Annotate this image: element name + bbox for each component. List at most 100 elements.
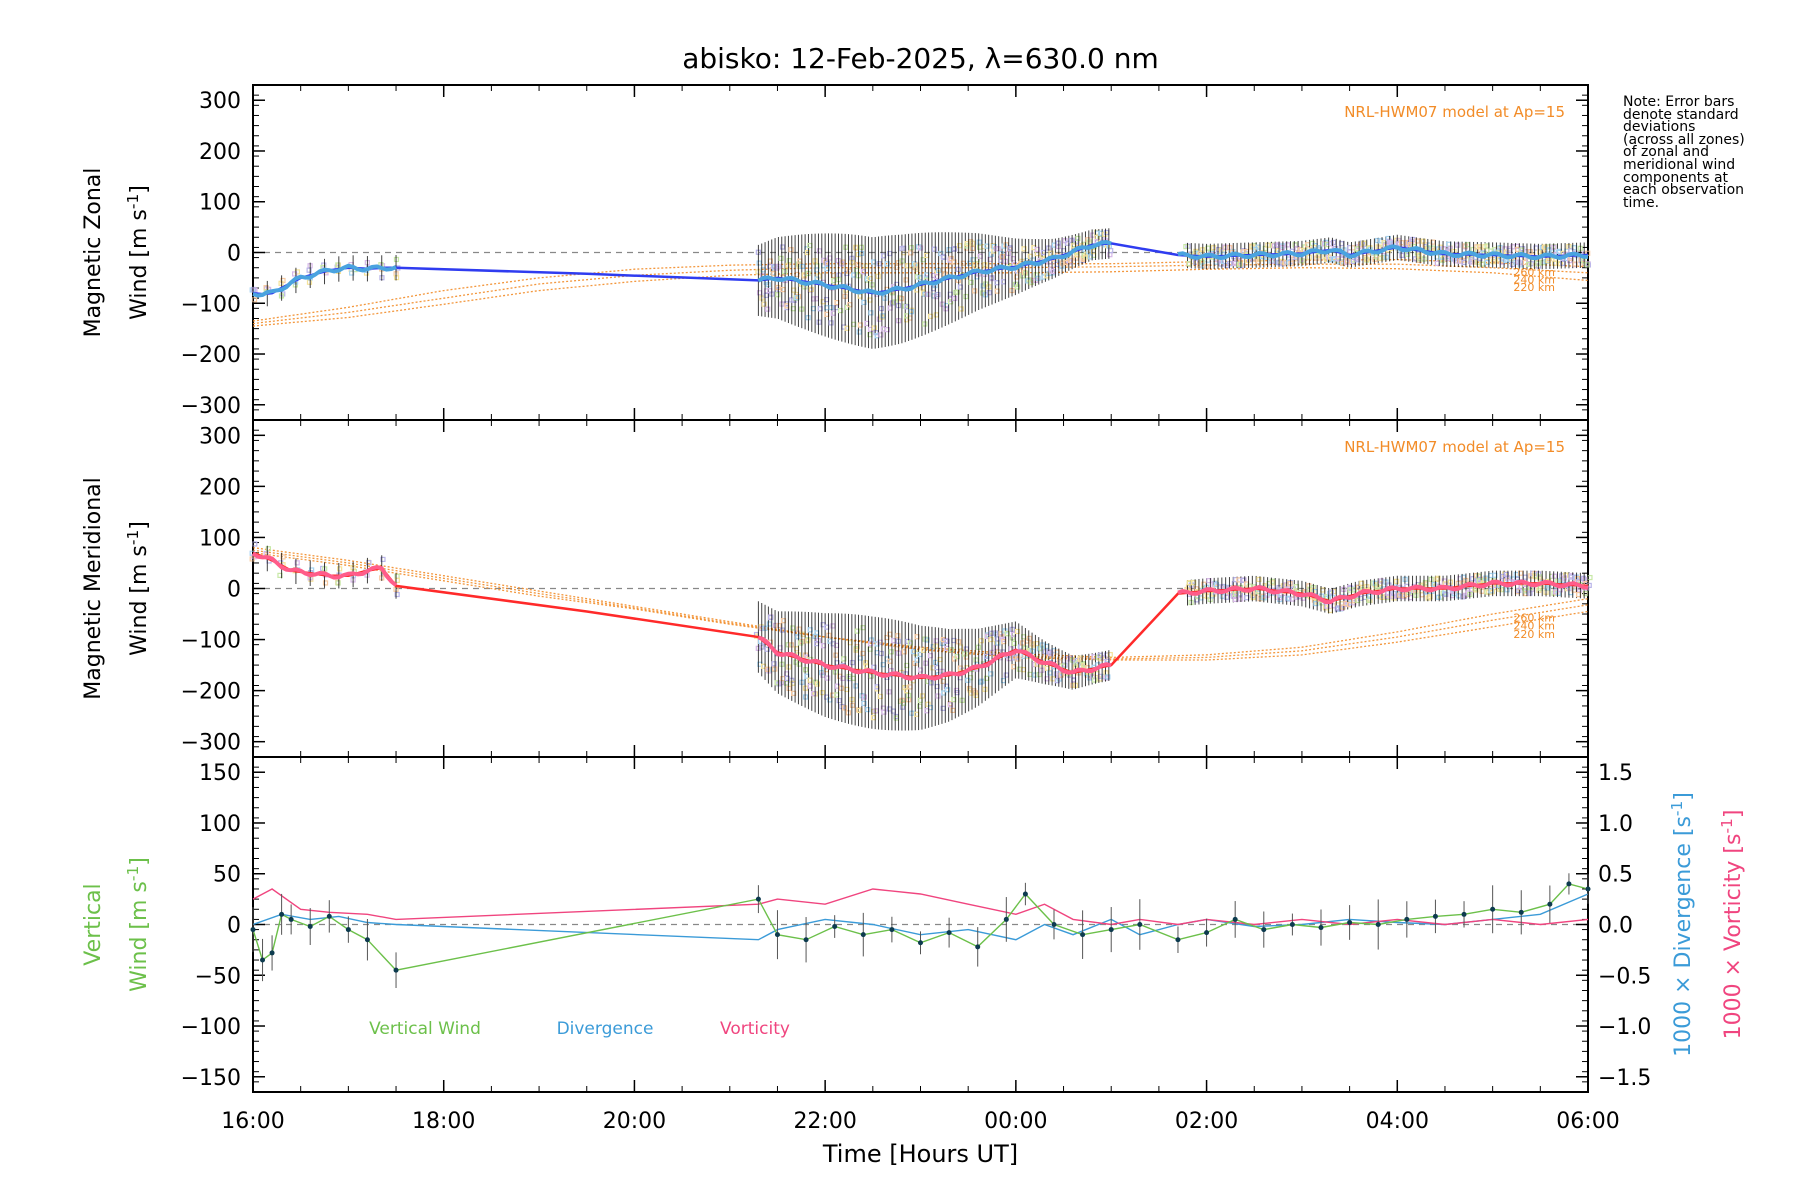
y-tick-label: −50: [195, 964, 241, 989]
zone-point: [884, 327, 891, 333]
zone-point: [393, 274, 400, 281]
zone-point: [1048, 651, 1054, 657]
zone-point: [814, 681, 821, 687]
zone-point: [765, 666, 771, 672]
model-height-label: 260 km: [1513, 266, 1555, 279]
zone-point: [851, 272, 857, 278]
zone-point: [1021, 269, 1028, 275]
zone-point: [965, 677, 971, 683]
zone-point: [1355, 257, 1361, 263]
model-height-label: 240 km: [1513, 620, 1555, 633]
note-line: components at: [1623, 169, 1729, 186]
vertical-wind-point: [755, 896, 761, 902]
y2-tick-label: 1.5: [1598, 761, 1633, 786]
zone-point: [984, 653, 990, 659]
zone-point: [947, 299, 954, 305]
zone-point: [878, 332, 884, 338]
x-axis-label: Time [Hours UT]: [822, 1140, 1018, 1168]
zone-point: [988, 630, 994, 636]
zone-point: [841, 656, 847, 662]
zone-point: [854, 628, 860, 634]
zone-point: [1517, 570, 1524, 576]
zone-point: [973, 657, 979, 663]
zone-point: [249, 556, 255, 562]
zone-point: [394, 591, 400, 598]
zone-point: [306, 267, 312, 273]
zone-point: [1443, 591, 1449, 598]
zone-point: [1527, 590, 1533, 596]
zone-point: [1206, 578, 1212, 584]
vertical-wind-point: [1432, 913, 1438, 919]
zone-point: [805, 638, 811, 644]
zone-point: [1011, 640, 1017, 647]
y2-tick-label: 0.0: [1598, 914, 1633, 939]
zone-point: [1580, 575, 1587, 581]
zone-point: [1034, 246, 1041, 252]
vertical-wind-point: [832, 924, 838, 930]
zone-point: [853, 683, 859, 689]
zone-point: [994, 288, 1000, 294]
y2-tick-label: −0.5: [1598, 964, 1651, 989]
zone-point: [1186, 261, 1192, 267]
model-curve-0: [252, 552, 1589, 659]
zone-point: [861, 700, 867, 706]
vertical-wind-point: [860, 932, 866, 938]
zone-point: [1374, 584, 1380, 590]
zone-point: [884, 261, 890, 267]
zone-point: [1484, 259, 1490, 266]
zone-point: [1054, 678, 1060, 684]
zone-point: [786, 685, 792, 692]
zone-point: [861, 694, 867, 700]
zone-point: [952, 295, 958, 302]
zone-point: [958, 306, 964, 312]
y-axis-label-line2: Wind [m s-1]: [124, 857, 152, 992]
zone-point: [1256, 576, 1262, 583]
y-tick-label: 100: [199, 812, 241, 837]
zone-point: [776, 623, 782, 629]
series-fit-meridional: [757, 635, 1112, 681]
y-tick-label: −200: [181, 680, 241, 705]
zone-point: [903, 277, 909, 283]
vertical-wind-point: [1204, 930, 1210, 936]
y-axis-label-line1: Vertical: [81, 883, 106, 965]
zone-point: [1479, 261, 1485, 267]
series-fit-zonal: [757, 239, 1112, 296]
y2-axis-label-vorticity-main: 1000 × Vorticity [s: [1721, 834, 1746, 1040]
zone-point: [795, 634, 801, 640]
zone-point: [873, 708, 879, 714]
zone-point: [798, 640, 804, 646]
zone-point: [1074, 252, 1081, 258]
zone-point: [1236, 261, 1243, 267]
zone-point: [1504, 587, 1510, 593]
zone-point: [901, 649, 908, 655]
zone-point: [366, 560, 372, 566]
vertical-wind-point: [1175, 937, 1181, 943]
zone-point: [908, 250, 914, 256]
zone-point: [925, 291, 931, 297]
vertical-wind-point: [889, 927, 895, 933]
zone-point: [928, 680, 934, 686]
zone-point: [1517, 260, 1524, 266]
zone-point: [1540, 260, 1546, 266]
zone-point: [791, 690, 797, 696]
zone-point: [780, 286, 786, 293]
zone-point: [1431, 581, 1437, 588]
zone-point: [863, 663, 870, 669]
zone-point: [935, 291, 941, 298]
zone-point: [1470, 576, 1476, 582]
zone-point: [944, 638, 950, 644]
zone-point: [842, 705, 848, 711]
zone-point: [292, 282, 298, 288]
zone-point: [843, 244, 849, 250]
y-tick-label: −300: [181, 394, 241, 419]
vertical-wind-point: [774, 932, 780, 938]
zone-point: [1577, 587, 1583, 593]
zone-point: [1479, 588, 1485, 594]
zone-point: [1015, 284, 1021, 290]
zone-point: [1414, 238, 1420, 244]
vertical-wind-point: [260, 957, 266, 963]
y2-tick-label: −1.0: [1598, 1015, 1651, 1040]
zone-point: [1558, 578, 1564, 584]
